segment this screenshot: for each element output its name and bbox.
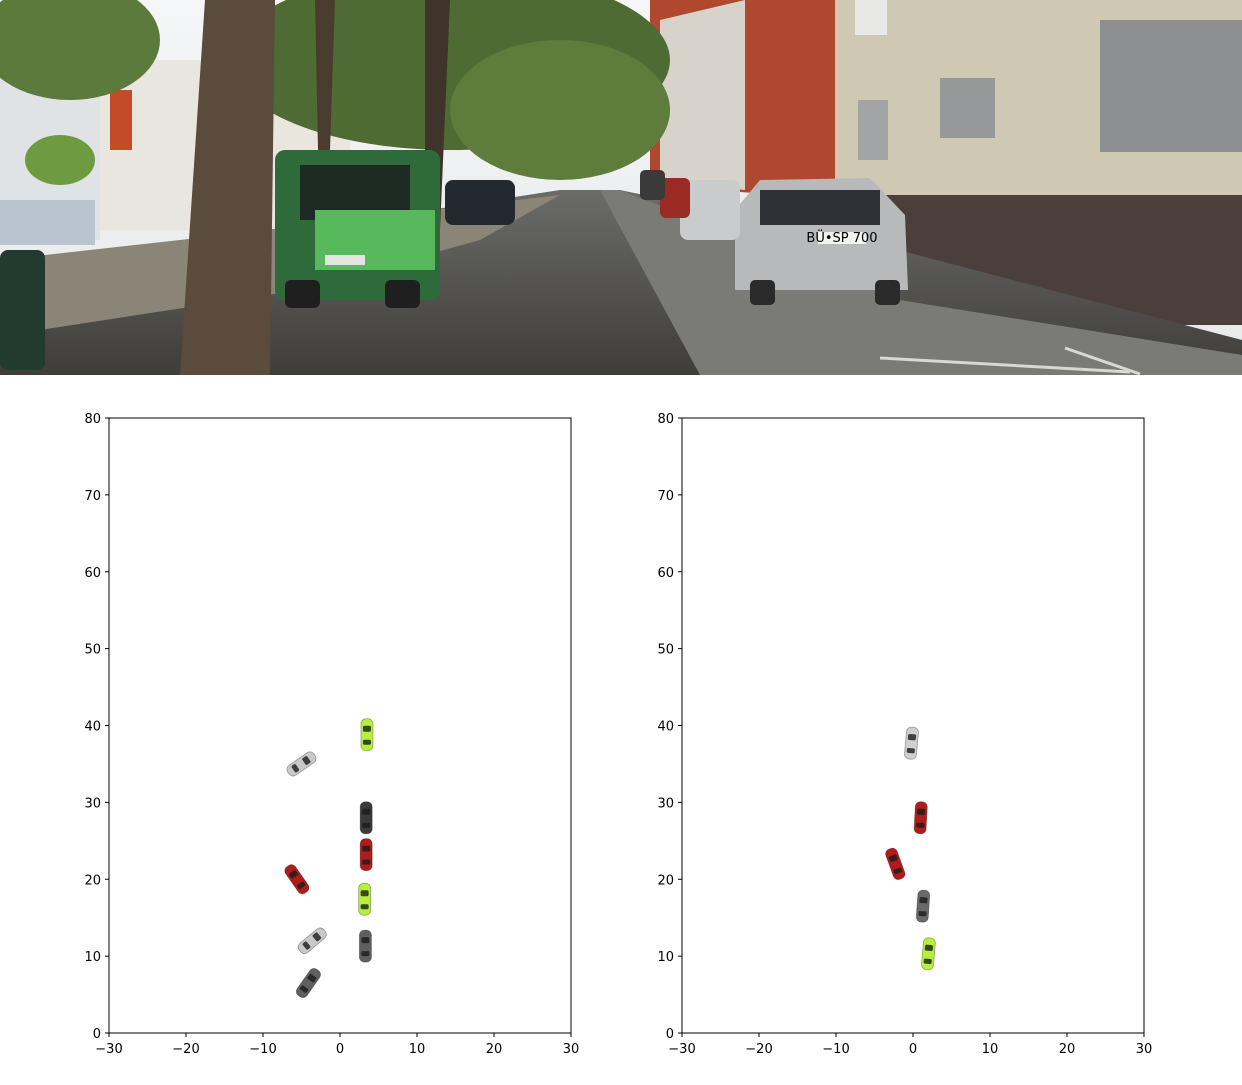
bev-plot-right: −30 −20 −10 0 10 20 30 0 10 20 30 40 50 60 70 80 xyxy=(657,412,1152,1057)
y-tick-label: 80 xyxy=(657,412,674,427)
car-icon xyxy=(913,801,928,835)
y-tick-label: 30 xyxy=(84,796,101,811)
y-tick-label: 40 xyxy=(657,720,674,735)
x-tick-label: 0 xyxy=(909,1042,917,1057)
x-axis: −30 −20 −10 0 10 20 30 xyxy=(95,1033,579,1057)
y-tick-label: 40 xyxy=(84,720,101,735)
y-tick-label: 70 xyxy=(657,489,674,504)
axes-frame xyxy=(108,417,572,1034)
car-icon xyxy=(360,718,374,752)
y-tick-label: 0 xyxy=(93,1027,101,1042)
car-icon xyxy=(904,726,919,760)
car-icon xyxy=(885,847,906,880)
x-tick-label: −30 xyxy=(95,1042,122,1057)
car-markers xyxy=(885,726,936,971)
x-tick-label: −20 xyxy=(172,1042,199,1057)
car-icon xyxy=(915,889,931,923)
y-tick-label: 70 xyxy=(84,489,101,504)
y-tick-label: 20 xyxy=(657,873,674,888)
car-icon xyxy=(358,882,372,916)
car-icon xyxy=(359,801,373,835)
y-axis: 0 10 20 30 40 50 60 70 80 xyxy=(657,412,682,1042)
x-tick-label: −30 xyxy=(668,1042,695,1057)
x-tick-label: 0 xyxy=(336,1042,344,1057)
y-tick-label: 10 xyxy=(657,950,674,965)
car-icon xyxy=(295,968,321,999)
axes-frame xyxy=(681,417,1145,1034)
car-icon xyxy=(286,751,317,777)
x-tick-label: 10 xyxy=(982,1042,999,1057)
y-tick-label: 50 xyxy=(657,643,674,658)
x-tick-label: −10 xyxy=(249,1042,276,1057)
x-tick-label: 30 xyxy=(1136,1042,1153,1057)
y-tick-label: 50 xyxy=(84,643,101,658)
x-tick-label: 10 xyxy=(409,1042,426,1057)
y-tick-label: 0 xyxy=(666,1027,674,1042)
y-tick-label: 60 xyxy=(657,566,674,581)
y-tick-label: 20 xyxy=(84,873,101,888)
y-tick-label: 60 xyxy=(84,566,101,581)
car-icon xyxy=(297,927,327,954)
y-tick-label: 30 xyxy=(657,796,674,811)
bev-plot-left: −30 −20 −10 0 10 20 30 0 10 20 30 40 50 60 70 80 xyxy=(84,412,579,1057)
bev-plots: −30 −20 −10 0 10 20 30 0 10 20 30 40 50 60 70 80 −30 −2… xyxy=(84,412,1152,1057)
x-tick-label: −10 xyxy=(822,1042,849,1057)
car-icon xyxy=(284,864,310,895)
x-tick-label: 30 xyxy=(563,1042,580,1057)
car-markers xyxy=(284,718,374,999)
y-tick-label: 10 xyxy=(84,950,101,965)
y-axis: 0 10 20 30 40 50 60 70 80 xyxy=(84,412,109,1042)
car-icon xyxy=(359,838,373,872)
license-plate-text: BÜ•SP 700 xyxy=(806,229,877,246)
x-axis: −30 −20 −10 0 10 20 30 xyxy=(668,1033,1152,1057)
x-tick-label: −20 xyxy=(745,1042,772,1057)
car-icon xyxy=(359,929,372,963)
street-scene-image: BÜ•SP 700 xyxy=(0,0,1242,375)
car-icon xyxy=(921,937,936,971)
x-tick-label: 20 xyxy=(1059,1042,1076,1057)
y-tick-label: 80 xyxy=(84,412,101,427)
x-tick-label: 20 xyxy=(486,1042,503,1057)
